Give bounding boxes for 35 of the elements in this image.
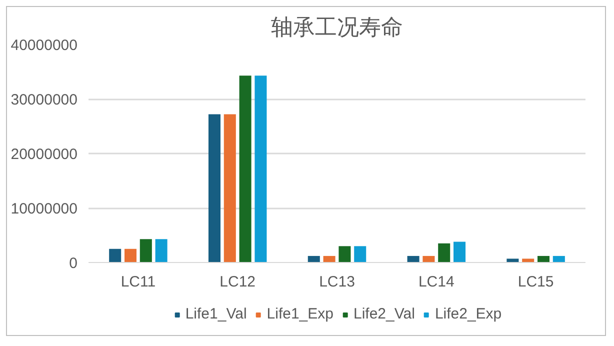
x-tick-label: LC12 <box>220 274 256 290</box>
bar <box>338 246 351 262</box>
bar <box>407 256 420 262</box>
x-tick-label: LC15 <box>518 274 554 290</box>
legend-label: Life1_Exp <box>266 306 334 322</box>
chart-title: 轴承工况寿命 <box>271 14 403 40</box>
y-tick-label: 30000000 <box>10 92 78 108</box>
bar <box>239 76 252 262</box>
bar <box>254 76 267 262</box>
bar <box>537 256 550 262</box>
x-tick-label: LC11 <box>120 274 156 290</box>
bar <box>124 248 137 262</box>
y-tick-label: 0 <box>69 255 78 272</box>
bar <box>308 256 320 262</box>
legend-label: Life1_Val <box>185 306 247 322</box>
bar <box>140 239 152 262</box>
x-tick-label: LC13 <box>319 274 355 290</box>
bar <box>438 243 450 262</box>
bar <box>224 114 236 262</box>
bar <box>354 246 366 262</box>
bar <box>422 256 435 262</box>
bar <box>109 248 122 262</box>
bar <box>208 114 220 262</box>
bar <box>506 258 519 262</box>
y-tick-label: 20000000 <box>10 146 78 163</box>
bar <box>552 256 565 262</box>
y-tick-label: 40000000 <box>10 37 78 54</box>
y-tick-label: 10000000 <box>10 200 78 218</box>
bar <box>454 242 466 262</box>
bar <box>323 256 336 262</box>
legend-label: Life2_Exp <box>434 306 502 322</box>
bar <box>522 258 534 262</box>
legend-label: Life2_Val <box>354 306 415 322</box>
x-tick-label: LC14 <box>418 274 454 290</box>
bar <box>155 239 168 262</box>
